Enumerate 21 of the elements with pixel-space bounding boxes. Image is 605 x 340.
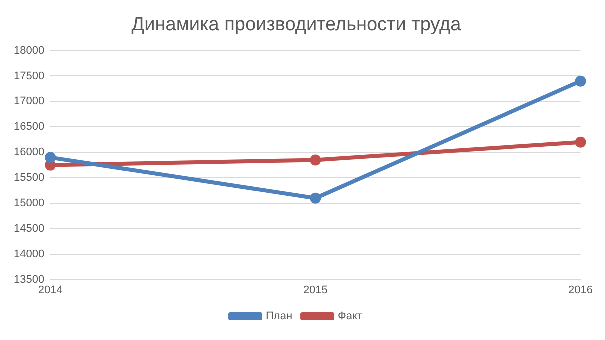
y-tick-label: 15000 — [14, 198, 45, 210]
y-tick-label: 15500 — [14, 172, 45, 184]
y-tick-label: 14000 — [14, 248, 45, 260]
point — [45, 152, 56, 164]
point — [310, 192, 322, 204]
legend-label: План — [266, 310, 293, 323]
point — [575, 76, 586, 87]
chart-title: Динамика производительности труда — [132, 14, 462, 36]
y-tick-label: 17000 — [14, 96, 45, 108]
x-tick-label: 2016 — [568, 284, 594, 296]
y-tick-label: 14500 — [14, 222, 45, 235]
y-tick-label: 13500 — [14, 274, 45, 286]
point — [575, 136, 586, 148]
y-tick-label: 16500 — [14, 121, 45, 134]
point — [310, 154, 322, 166]
x-tick-label: 2015 — [303, 284, 328, 296]
x-tick-label: 2014 — [38, 284, 63, 296]
y-tick-label: 18000 — [14, 44, 45, 57]
legend-label: Факт — [338, 310, 362, 323]
y-tick-label: 17500 — [14, 70, 45, 82]
y-tick-label: 16000 — [14, 146, 45, 159]
